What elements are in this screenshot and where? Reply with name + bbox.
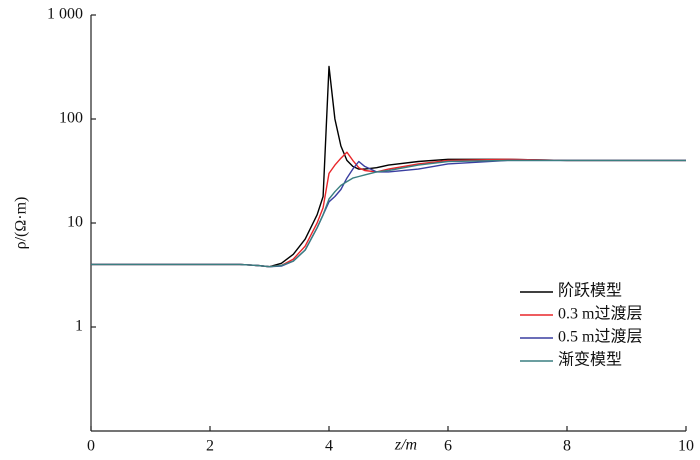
x-tick-label: 10 (678, 438, 694, 455)
y-tick-label: 10 (67, 214, 83, 231)
legend-label: 渐变模型 (558, 351, 622, 369)
series-line (91, 159, 686, 268)
x-axis-label: z/m (394, 437, 417, 454)
series-line (91, 159, 686, 268)
x-tick-label: 2 (206, 438, 214, 455)
legend-label: 0.3 m过渡层 (558, 305, 642, 323)
x-tick-label: 6 (444, 438, 452, 455)
y-tick-label: 1 000 (47, 6, 83, 23)
x-tick-label: 4 (325, 438, 333, 455)
x-tick-label: 0 (87, 438, 95, 455)
series-line (91, 65, 686, 268)
y-tick-label: 1 (75, 318, 83, 335)
x-tick-label: 8 (563, 438, 571, 455)
legend-label: 0.5 m过渡层 (558, 328, 642, 346)
y-tick-label: 100 (59, 110, 83, 127)
legend-label: 阶跃模型 (558, 282, 622, 300)
y-axis-label: ρ/(Ω·m) (13, 197, 30, 250)
series-line (91, 151, 686, 268)
